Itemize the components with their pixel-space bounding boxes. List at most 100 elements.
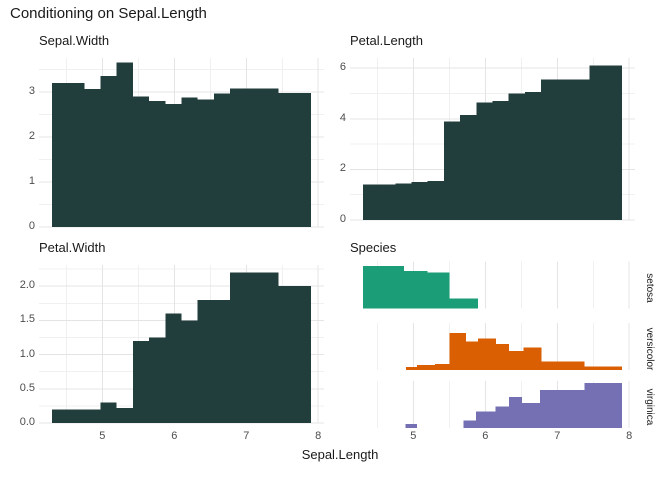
bar-virginica — [405, 423, 417, 428]
bar — [213, 93, 231, 227]
chart-title: Conditioning on Sepal.Length — [10, 5, 207, 22]
bar — [524, 92, 542, 220]
y-tick-label: 1 — [28, 174, 35, 187]
bar — [589, 65, 606, 220]
bar — [165, 104, 182, 227]
bar-virginica — [475, 411, 496, 428]
bar — [557, 79, 574, 220]
bar-virginica — [522, 403, 540, 428]
bar-versicolor — [509, 351, 524, 370]
bar — [362, 184, 380, 220]
bar — [213, 299, 231, 423]
strip-label-virginica: virginica — [644, 388, 655, 426]
bar — [100, 76, 117, 228]
bar — [68, 409, 85, 423]
bar — [181, 97, 198, 227]
bar — [294, 286, 312, 423]
y-tick-label: 0.0 — [19, 416, 35, 428]
bar — [262, 88, 279, 228]
bar — [476, 102, 493, 220]
bar — [278, 286, 295, 423]
bar — [246, 88, 263, 228]
y-tick-label: 1.5 — [19, 313, 35, 326]
y-tick-label: 2 — [339, 162, 346, 175]
y-tick-label: 1.0 — [19, 347, 35, 360]
bar — [427, 180, 444, 220]
bar-virginica — [584, 382, 623, 428]
bar-setosa — [362, 266, 404, 309]
bar — [411, 182, 428, 220]
bar — [51, 82, 69, 227]
bar — [573, 79, 590, 220]
bar — [165, 313, 182, 423]
bar-versicolor — [406, 366, 417, 370]
bar-virginica — [463, 420, 476, 428]
bar — [116, 62, 133, 227]
x-tick-label: 6 — [171, 430, 178, 442]
bar — [132, 96, 150, 228]
bar-virginica — [540, 389, 585, 428]
y-tick-label: 2 — [28, 129, 35, 142]
y-tick-label: 4 — [339, 111, 346, 124]
bar — [100, 402, 117, 423]
bar-versicolor — [465, 341, 479, 370]
bar — [116, 407, 133, 423]
bar — [443, 121, 461, 220]
panel-title-species: Species — [350, 240, 397, 255]
strip-label-setosa: setosa — [644, 272, 655, 303]
x-tick-label: 8 — [315, 430, 322, 442]
strip-label-versicolor: versicolor — [644, 327, 655, 371]
bar — [605, 65, 623, 220]
bar-virginica — [509, 397, 523, 428]
bar — [197, 299, 214, 423]
x-tick-label: 6 — [482, 430, 489, 442]
bar-versicolor — [434, 364, 450, 370]
bar — [197, 99, 214, 227]
bar-setosa — [403, 270, 428, 309]
bar-versicolor — [523, 347, 542, 370]
bar-setosa — [449, 298, 479, 309]
y-tick-label: 0 — [28, 220, 35, 232]
bar — [262, 272, 279, 423]
bar — [51, 409, 69, 423]
bar-versicolor — [496, 343, 510, 370]
bar-versicolor — [584, 366, 623, 370]
bar — [379, 184, 396, 220]
bar-versicolor — [416, 364, 435, 370]
y-tick-label: 0 — [339, 213, 346, 225]
bar — [84, 88, 101, 227]
bar — [149, 337, 166, 423]
bar — [395, 183, 412, 220]
bar-virginica — [495, 406, 510, 428]
y-tick-label: 0.5 — [19, 381, 35, 394]
bar — [492, 101, 509, 220]
x-tick-label: 5 — [410, 430, 417, 442]
bar — [230, 272, 247, 423]
bar — [246, 272, 263, 423]
panel-title-petal-length: Petal.Length — [350, 33, 424, 48]
bar — [541, 79, 558, 220]
panel-title-petal-width: Petal.Width — [39, 240, 106, 255]
bar — [132, 340, 150, 423]
bar — [294, 92, 312, 227]
bar — [149, 100, 166, 227]
x-axis-title: Sepal.Length — [301, 447, 379, 462]
panel-title-sepal-width: Sepal.Width — [39, 33, 110, 48]
x-tick-label: 8 — [626, 430, 633, 442]
bar — [230, 88, 247, 228]
x-tick-label: 5 — [99, 430, 106, 442]
bar — [508, 93, 525, 220]
y-tick-label: 6 — [339, 61, 346, 74]
bar — [460, 114, 477, 220]
bar-versicolor — [541, 361, 585, 370]
x-tick-label: 7 — [554, 430, 561, 442]
bar-setosa — [427, 272, 450, 309]
bar-versicolor — [449, 333, 466, 370]
bar-versicolor — [478, 338, 497, 370]
bar — [84, 409, 101, 423]
bar — [68, 82, 85, 227]
bar — [181, 320, 198, 423]
bar — [278, 92, 295, 227]
